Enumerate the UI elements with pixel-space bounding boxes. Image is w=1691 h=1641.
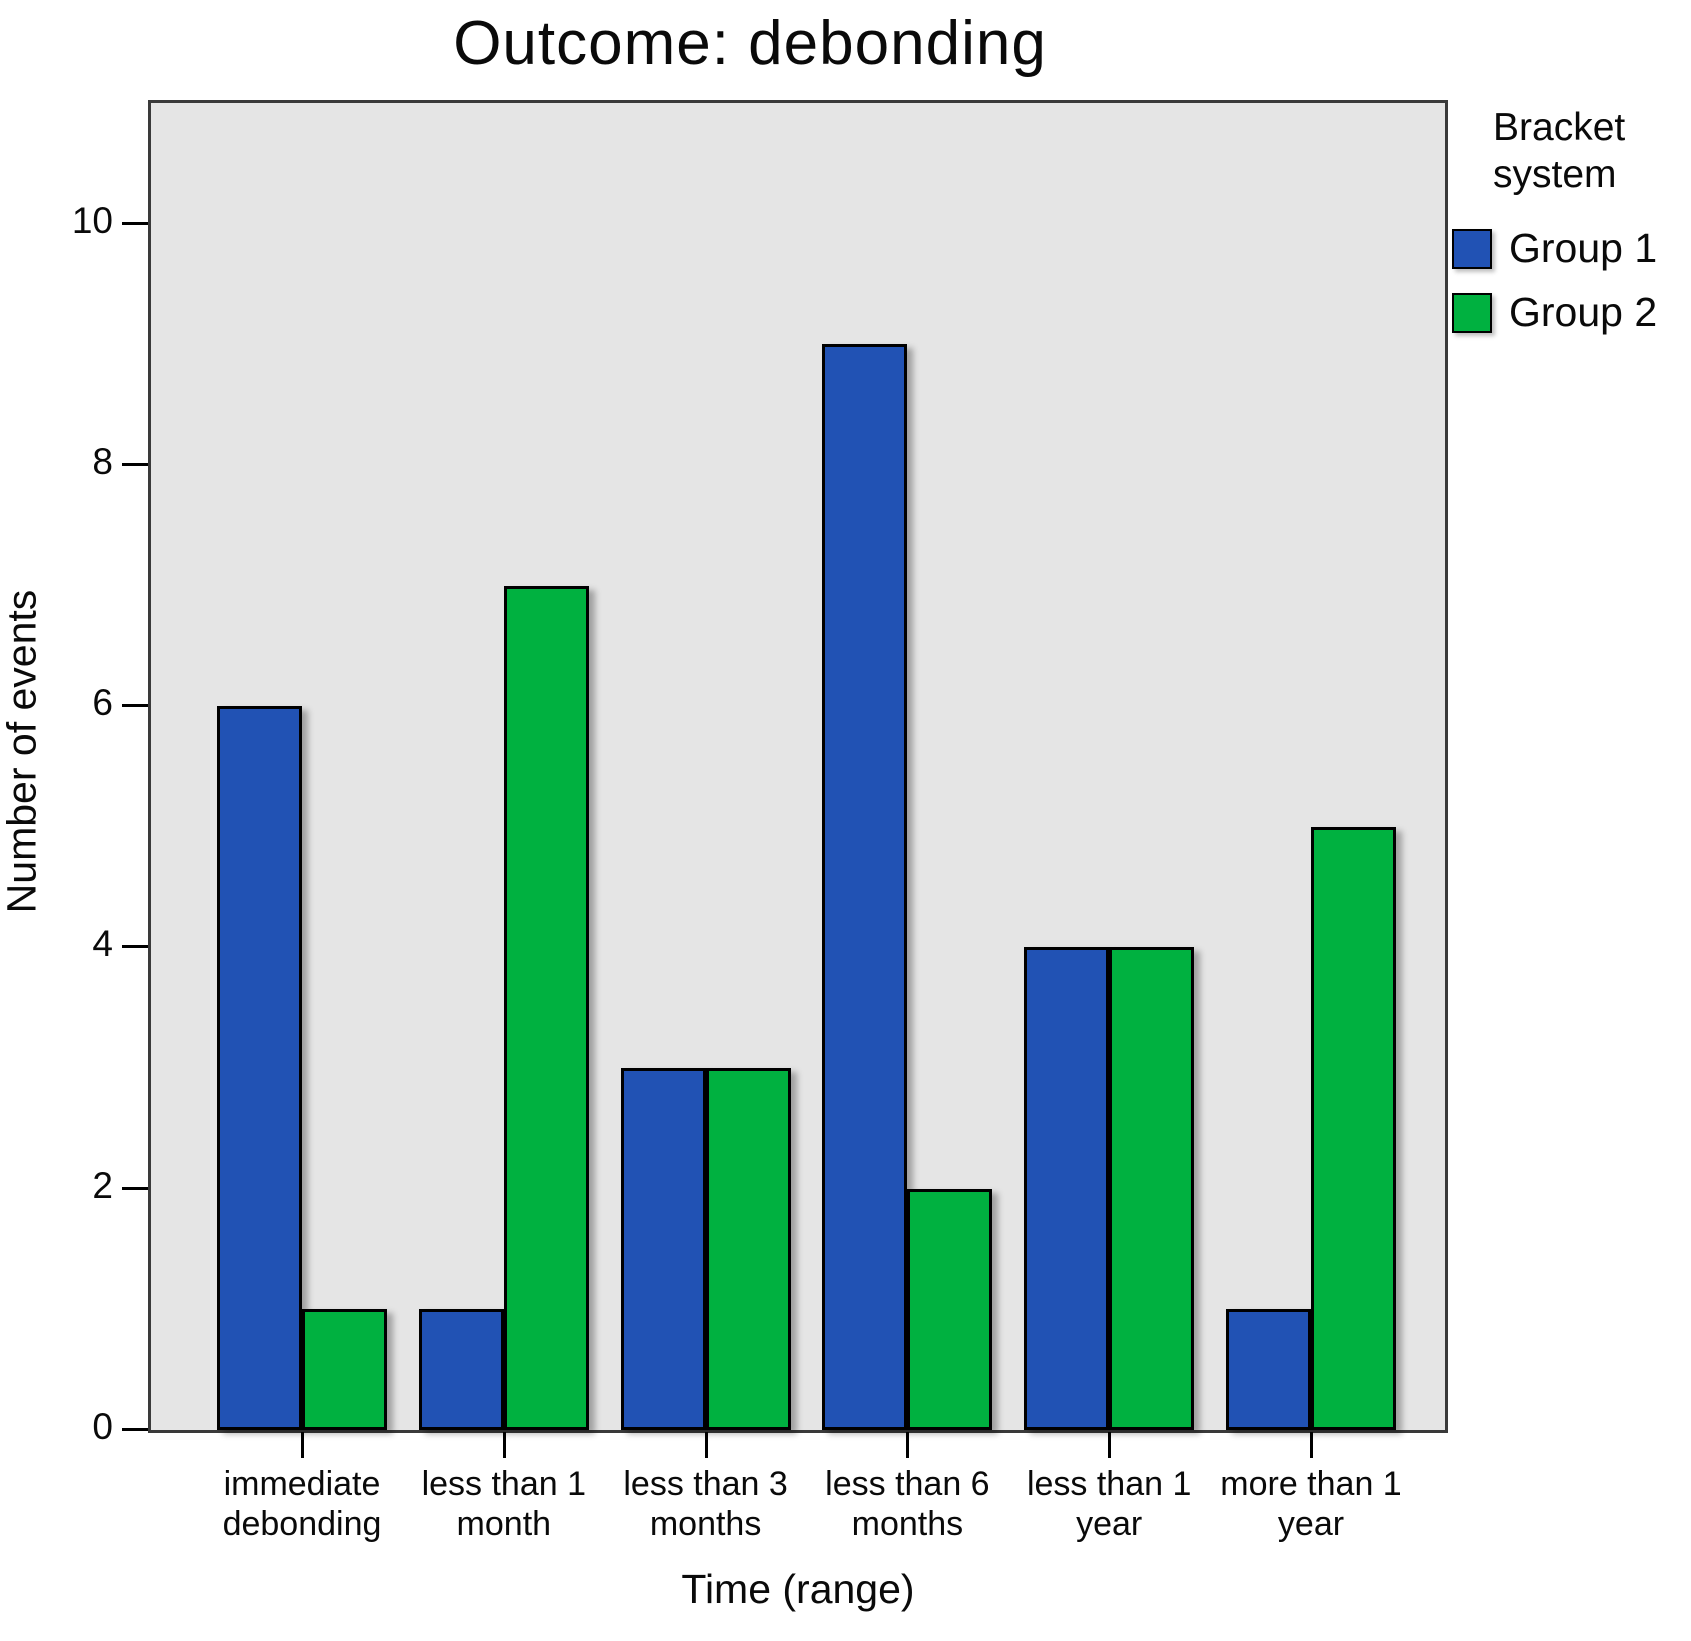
bar-group1-cat3 xyxy=(620,1068,706,1430)
y-axis-tick xyxy=(122,221,148,225)
x-axis-tick xyxy=(1310,1432,1313,1458)
x-category-label-line: less than 1 xyxy=(421,1465,587,1503)
bar-group2-cat2 xyxy=(503,586,589,1430)
y-axis-tick xyxy=(122,462,148,466)
y-axis-tick-label: 4 xyxy=(92,923,113,965)
x-axis-tick xyxy=(1108,1432,1112,1458)
bar-group1-cat5 xyxy=(1024,947,1110,1430)
legend-item-label: Group 2 xyxy=(1509,289,1658,335)
legend-title: Bracket system xyxy=(1493,106,1626,196)
x-category-label: less than 3 months xyxy=(591,1464,821,1544)
y-axis-tick-label: 0 xyxy=(92,1406,113,1447)
x-category-label-line: year xyxy=(1277,1505,1345,1543)
x-category-label-line: debonding xyxy=(222,1505,382,1543)
x-axis-tick xyxy=(301,1432,304,1458)
y-axis-tick-label: 6 xyxy=(92,682,113,724)
chart-title: Outcome: debonding xyxy=(453,9,1047,78)
x-category-label-line: immediate xyxy=(223,1465,381,1503)
x-category-label: less than 1 year xyxy=(994,1464,1224,1544)
x-category-label-line: more than 1 xyxy=(1220,1465,1402,1503)
x-category-label-line: year xyxy=(1076,1505,1143,1543)
bar-group1-cat4 xyxy=(822,344,908,1430)
bar-group1-cat2 xyxy=(418,1309,504,1430)
bar-group1-cat1 xyxy=(217,706,302,1430)
x-category-label-line: less than 1 xyxy=(1026,1465,1192,1503)
bar-group2-cat4 xyxy=(907,1189,993,1430)
x-axis-tick xyxy=(704,1432,708,1458)
legend: Bracket system Group 1 Group 2 xyxy=(1452,104,1687,336)
y-axis-tick-label: 8 xyxy=(92,440,113,482)
x-category-label: more than 1 year xyxy=(1196,1464,1426,1544)
bar-group2-cat6 xyxy=(1311,827,1396,1430)
x-axis-tick xyxy=(502,1432,506,1458)
x-category-label-line: less than 3 xyxy=(623,1465,788,1503)
x-category-label: immediate debonding xyxy=(187,1464,417,1544)
x-category-label-line: months xyxy=(851,1505,964,1543)
plot-area xyxy=(148,100,1448,1433)
x-axis-title: Time (range) xyxy=(681,1566,915,1612)
x-category-label-line: less than 6 xyxy=(825,1465,990,1503)
legend-swatch-group1-icon xyxy=(1452,228,1492,269)
bar-group2-cat5 xyxy=(1109,947,1195,1430)
y-axis-title: Number of events xyxy=(0,589,45,914)
y-axis-tick xyxy=(122,945,148,949)
y-axis-tick xyxy=(122,1186,148,1190)
y-axis-tick xyxy=(122,704,148,708)
legend-item-label: Group 1 xyxy=(1509,225,1658,271)
legend-swatch-group2-icon xyxy=(1452,292,1492,333)
x-category-label: less than 1 month xyxy=(389,1464,619,1544)
legend-item-group1: Group 1 xyxy=(1452,225,1687,272)
bar-group2-cat3 xyxy=(705,1068,791,1430)
x-category-label-line: month xyxy=(456,1505,552,1543)
x-category-label: less than 6 months xyxy=(792,1464,1022,1544)
bar-group1-cat6 xyxy=(1226,1309,1311,1430)
bar-group2-cat1 xyxy=(302,1309,387,1430)
y-axis-tick xyxy=(122,1428,148,1431)
y-axis-tick-label: 10 xyxy=(71,199,113,241)
x-category-label-line: months xyxy=(649,1505,762,1543)
x-axis-tick xyxy=(906,1432,910,1458)
y-axis-tick-label: 2 xyxy=(92,1164,113,1206)
legend-item-group2: Group 2 xyxy=(1452,289,1687,336)
